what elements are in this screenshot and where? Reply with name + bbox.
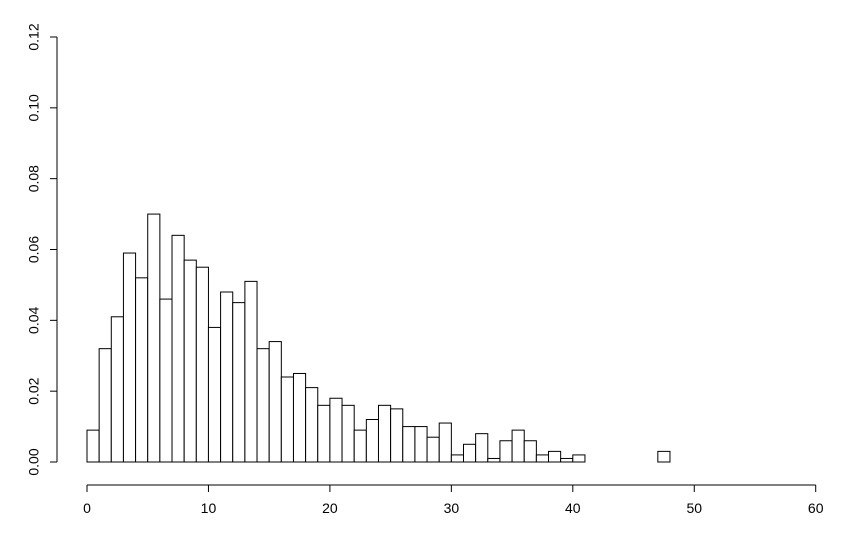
y-tick-label: 0.04 bbox=[26, 306, 42, 333]
bar bbox=[463, 443, 477, 463]
bar bbox=[475, 433, 489, 463]
bar bbox=[560, 457, 574, 463]
y-tick-label: 0.12 bbox=[26, 23, 42, 50]
bar bbox=[487, 457, 501, 463]
x-tick-label: 10 bbox=[201, 500, 217, 516]
x-tick-label: 40 bbox=[565, 500, 581, 516]
bar bbox=[402, 426, 416, 463]
bar bbox=[353, 429, 367, 463]
y-tick-label: 0.08 bbox=[26, 165, 42, 192]
bar bbox=[268, 341, 282, 463]
bar bbox=[390, 408, 404, 463]
bar bbox=[523, 440, 537, 463]
bar bbox=[171, 234, 185, 463]
bar bbox=[365, 419, 379, 463]
bar bbox=[220, 291, 234, 463]
x-tick-label: 0 bbox=[83, 500, 91, 516]
y-tick-label: 0.10 bbox=[26, 94, 42, 121]
y-tick-label: 0.06 bbox=[26, 236, 42, 263]
bar bbox=[110, 316, 124, 463]
y-tick-label: 0.00 bbox=[26, 448, 42, 475]
x-tick-label: 50 bbox=[686, 500, 702, 516]
bar bbox=[292, 372, 307, 463]
bar bbox=[450, 454, 464, 463]
x-tick-label: 20 bbox=[322, 500, 338, 516]
bar bbox=[341, 404, 355, 463]
x-tick-label: 30 bbox=[444, 500, 460, 516]
bar bbox=[329, 397, 343, 463]
bar bbox=[98, 348, 112, 463]
bar bbox=[147, 213, 161, 463]
bar bbox=[511, 429, 525, 463]
bar bbox=[195, 266, 209, 463]
bar bbox=[232, 302, 246, 463]
bar bbox=[86, 429, 100, 463]
bar bbox=[135, 277, 149, 463]
bar bbox=[280, 376, 294, 463]
bar bbox=[548, 450, 562, 463]
bar bbox=[572, 454, 586, 463]
bar bbox=[207, 326, 222, 463]
bar bbox=[256, 348, 270, 463]
bar bbox=[159, 298, 173, 463]
bar bbox=[305, 387, 319, 463]
x-tick-label: 60 bbox=[808, 500, 824, 516]
bar bbox=[499, 440, 513, 463]
bar bbox=[414, 426, 428, 463]
bar bbox=[535, 454, 550, 463]
bar bbox=[438, 422, 452, 463]
y-tick-label: 0.02 bbox=[26, 377, 42, 404]
bar bbox=[317, 404, 331, 463]
bar bbox=[183, 259, 197, 463]
bar bbox=[244, 280, 258, 463]
bar bbox=[426, 436, 440, 463]
bar bbox=[657, 450, 671, 463]
bar bbox=[377, 404, 392, 463]
bar bbox=[122, 252, 137, 463]
